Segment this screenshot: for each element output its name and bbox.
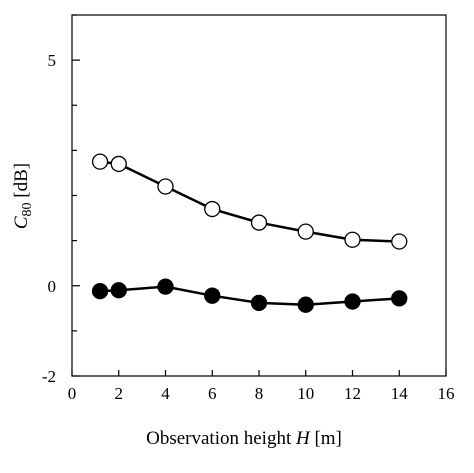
series-2-point	[297, 296, 314, 313]
y-axis-title-variable: C	[11, 216, 32, 229]
series-1-point	[344, 231, 361, 248]
series-2-point	[91, 283, 109, 300]
plot-frame	[71, 14, 447, 377]
x-tick-label: 16	[438, 384, 455, 403]
series-1-point	[250, 214, 268, 231]
series-1-point	[391, 233, 408, 250]
x-tick-label: 6	[208, 384, 217, 403]
y-tick-label: 5	[48, 51, 57, 70]
series-2-point	[250, 294, 268, 312]
series-1-point	[297, 223, 314, 240]
x-tick-label: 12	[344, 384, 361, 403]
series-2-point	[110, 282, 127, 299]
series-2-point	[157, 278, 174, 295]
x-tick-label: 14	[391, 384, 409, 403]
x-axis-title-variable: H	[295, 428, 311, 449]
axis-ticks	[71, 14, 447, 377]
x-tick-label: 4	[161, 384, 170, 403]
series-1-point	[110, 155, 127, 173]
series-2-point	[391, 290, 408, 307]
x-axis-title-unit: [m]	[310, 428, 342, 449]
y-tick-label: 0	[48, 277, 57, 296]
y-tick-label: -2	[42, 367, 56, 386]
y-axis-title-subscript: 80	[20, 202, 35, 216]
y-axis-title: C80 [dB]	[11, 163, 35, 229]
series-1-point	[157, 178, 174, 195]
x-tick-label: 8	[255, 384, 264, 403]
series-2-point	[204, 287, 221, 304]
series-1-point	[204, 200, 221, 218]
x-tick-label: 2	[115, 384, 124, 403]
y-axis-title-unit: [dB]	[11, 163, 32, 203]
x-tick-label: 0	[68, 384, 77, 403]
series-1-line	[99, 160, 400, 243]
x-axis-title-prefix: Observation height	[146, 428, 296, 449]
series-group	[91, 153, 408, 313]
x-axis-title: Observation height H [m]	[146, 428, 342, 449]
series-1-point	[91, 153, 109, 170]
series-2-point	[344, 293, 361, 310]
x-tick-label: 10	[297, 384, 314, 403]
tick-labels: 0 2 4 6 8 10 12 14 16 -2 0 5	[42, 51, 455, 403]
